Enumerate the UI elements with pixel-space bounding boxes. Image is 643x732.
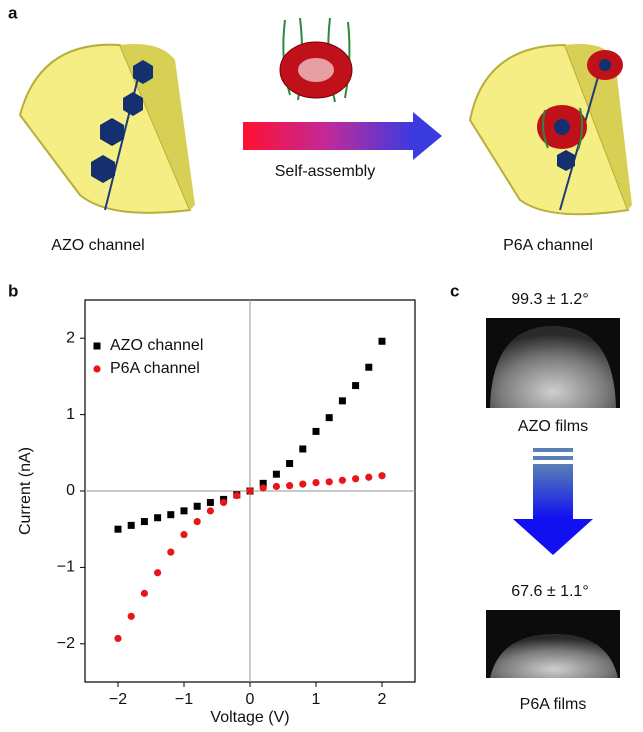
data-point xyxy=(154,514,161,521)
data-point xyxy=(207,507,214,514)
data-point xyxy=(194,518,201,525)
data-point xyxy=(313,428,320,435)
data-point xyxy=(181,507,188,514)
panel-label: b xyxy=(8,281,18,300)
legend-label: AZO channel xyxy=(110,337,203,354)
panel-label: c xyxy=(450,281,459,300)
data-point xyxy=(273,483,280,490)
contact-angle: 67.6 ± 1.1° xyxy=(511,583,588,600)
down-arrow xyxy=(513,448,593,555)
panel-label: a xyxy=(8,3,18,22)
data-point xyxy=(128,613,135,620)
film-label: P6A films xyxy=(520,696,587,713)
data-point xyxy=(194,503,201,510)
y-tick-label: 1 xyxy=(66,406,75,423)
data-point xyxy=(114,635,121,642)
film-label: AZO films xyxy=(518,418,588,435)
arrow xyxy=(243,122,413,150)
data-point xyxy=(180,531,187,538)
data-point xyxy=(365,364,372,371)
data-point xyxy=(115,526,122,533)
data-point xyxy=(260,484,267,491)
data-point xyxy=(207,499,214,506)
channel-label: P6A channel xyxy=(503,237,593,254)
x-tick-label: 0 xyxy=(246,691,255,708)
data-point xyxy=(312,479,319,486)
data-point xyxy=(286,482,293,489)
x-tick-label: 2 xyxy=(378,691,387,708)
data-point xyxy=(128,522,135,529)
data-point xyxy=(154,569,161,576)
legend-marker xyxy=(94,343,101,350)
data-point xyxy=(339,477,346,484)
y-tick-label: −2 xyxy=(57,635,75,652)
x-axis-label: Voltage (V) xyxy=(210,709,289,726)
data-point xyxy=(220,499,227,506)
azo-channel-illustration xyxy=(20,44,195,213)
arrow-label: Self-assembly xyxy=(275,163,375,180)
x-tick-label: 1 xyxy=(312,691,321,708)
data-point xyxy=(233,492,240,499)
data-point xyxy=(339,397,346,404)
data-point xyxy=(299,481,306,488)
p6a-channel-illustration xyxy=(470,44,632,214)
data-point xyxy=(167,549,174,556)
y-tick-label: 2 xyxy=(66,329,75,346)
data-point xyxy=(352,475,359,482)
channel-label: AZO channel xyxy=(51,237,144,254)
data-point xyxy=(273,471,280,478)
y-tick-label: −1 xyxy=(57,559,75,576)
x-tick-label: −1 xyxy=(175,691,193,708)
data-point xyxy=(141,518,148,525)
y-axis-label: Current (nA) xyxy=(17,447,34,535)
arrow-head xyxy=(413,112,442,160)
data-point xyxy=(141,590,148,597)
data-point xyxy=(326,478,333,485)
p6a-molecule xyxy=(280,18,352,102)
legend-label: P6A channel xyxy=(110,360,200,377)
data-point xyxy=(365,474,372,481)
data-point xyxy=(246,487,253,494)
data-point xyxy=(326,414,333,421)
data-point xyxy=(167,511,174,518)
data-point xyxy=(299,445,306,452)
data-point xyxy=(352,382,359,389)
x-tick-label: −2 xyxy=(109,691,127,708)
contact-angle: 99.3 ± 1.2° xyxy=(511,291,588,308)
figure: a b c AZO channel Self-assembly P6A chan… xyxy=(0,0,643,727)
data-point xyxy=(378,472,385,479)
data-point xyxy=(286,460,293,467)
legend-marker xyxy=(93,365,100,372)
y-tick-label: 0 xyxy=(66,482,75,499)
data-point xyxy=(379,338,386,345)
